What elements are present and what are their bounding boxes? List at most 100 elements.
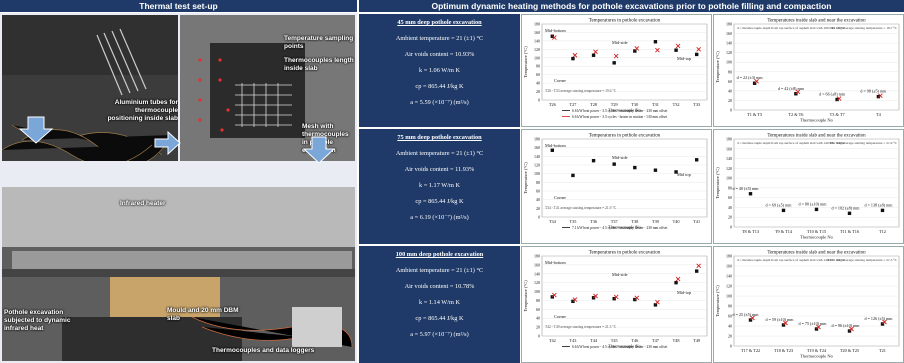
chart-pothole-100: Temperatures in pothole excavation 0 20 40 6…	[521, 246, 712, 363]
x-tick-label: T27	[569, 102, 577, 107]
depth-annotation: d = 75 (±10) mm	[799, 321, 828, 326]
chart-title: Temperatures in pothole excavation	[589, 251, 661, 256]
x-tick-label: T9 & T14	[775, 229, 793, 234]
x-tick-label: T32	[673, 102, 680, 107]
x-axis-label: Thermocouple No	[608, 344, 642, 349]
y-tick-label: 20	[536, 206, 540, 211]
data-point	[675, 43, 681, 49]
data-point	[593, 49, 598, 55]
data-point	[655, 47, 660, 53]
depth-annotation: d = 40 (±5) mm	[733, 186, 760, 191]
data-point	[633, 49, 637, 53]
annotation-label: Mid-bottom	[545, 28, 566, 33]
annotation-label: Mid top	[677, 172, 691, 177]
y-tick-label: 40	[536, 316, 540, 321]
left-header: Thermal test set-up	[0, 0, 357, 12]
y-tick-label: 140	[726, 274, 732, 279]
x-tick-label: T17 & T22	[741, 348, 760, 353]
x-tick-label: T11 & T16	[840, 229, 860, 234]
y-tick-label: 180	[726, 254, 732, 259]
depth-annotation: d = 96 (±10) mm	[832, 323, 861, 328]
y-tick-label: 60	[728, 195, 732, 200]
air-voids: Air voids content = 10.93%	[404, 51, 475, 58]
chart-slab-75: Temperatures inside slab and near the ex…	[713, 129, 904, 244]
x-tick-label: T47	[652, 338, 660, 343]
y-tick-label: 180	[726, 137, 732, 142]
y-tick-label: 40	[728, 88, 732, 93]
label-ir-heater: Infrared heater	[120, 200, 166, 207]
starting-temp-note: T34 - T41 average starting temperature =…	[545, 206, 617, 210]
y-tick-label: 20	[536, 325, 540, 330]
y-tick-label: 100	[534, 55, 540, 60]
row-45mm: 45 mm deep pothole excavation Ambient te…	[359, 14, 904, 127]
data-point	[748, 192, 753, 196]
data-point	[634, 46, 640, 51]
data-point	[653, 303, 658, 307]
y-axis-label: Temperature (°C)	[715, 51, 720, 83]
x-axis-label: Thermocouple No	[608, 225, 642, 230]
legend-entry: 6.6 kW heat power - 4.5 cycles - station…	[572, 345, 667, 349]
data-point	[882, 319, 887, 325]
y-tick-label: 60	[728, 79, 732, 84]
data-point	[591, 158, 596, 163]
x-tick-label: T8 & T13	[742, 229, 759, 234]
y-tick-label: 20	[536, 89, 540, 94]
y-tick-label: 160	[534, 30, 540, 35]
depth-annotation: d = 102 (±8) mm	[832, 205, 861, 210]
annotation-label: Mid-bottom	[545, 143, 566, 148]
plot-area	[733, 255, 900, 347]
x-tick-label: T20 & T25	[840, 348, 859, 353]
legend-entry: 6.6 kW heat power - 3.5 cycles - heater …	[572, 115, 667, 119]
data-point	[696, 263, 702, 269]
x-tick-label: T35	[569, 219, 576, 224]
row-heading: 75 mm deep pothole excavation	[397, 134, 482, 141]
thermal-setup-panel: Aluminium tubes for thermocouple positio…	[0, 13, 357, 363]
depth-annotation: d = 138 (±8) mm	[865, 202, 894, 207]
y-axis-label: Temperature (°C)	[715, 285, 720, 317]
depth-annotation: d = 66 (±8) mm	[819, 91, 846, 96]
x-tick-label: T18 & T23	[774, 348, 793, 353]
x-axis-label: Thermocouple No	[608, 108, 642, 113]
data-point	[572, 52, 578, 58]
depth-annotation: d = 126 (±5) mm	[865, 316, 894, 321]
x-tick-label: T29	[611, 102, 618, 107]
starting-temp-note: T17 - T21 average starting temperature =…	[828, 258, 898, 262]
x-tick-label: T40	[673, 219, 680, 224]
down-arrow-icon	[302, 136, 336, 164]
depth-note: d = thermocouple depth from top surface …	[737, 26, 845, 30]
label-loggers: Thermocouples and data loggers	[212, 347, 315, 354]
y-tick-label: 40	[536, 81, 540, 86]
arrow-overlays	[18, 116, 336, 164]
label-temp-sampling: Temperature sampling points	[284, 35, 354, 50]
data-point	[694, 158, 699, 162]
data-point	[655, 299, 660, 305]
y-tick-label: 160	[726, 31, 732, 36]
data-point	[612, 162, 616, 166]
starting-temp-note: T26 - T33 average starting temperature =…	[545, 89, 617, 93]
depth-note: d = thermocouple depth from top surface …	[737, 141, 845, 145]
data-point	[571, 56, 575, 61]
data-point	[675, 276, 681, 282]
y-tick-label: 80	[728, 69, 732, 74]
y-tick-label: 180	[534, 254, 540, 259]
y-tick-label: 60	[536, 189, 540, 194]
y-tick-label: 120	[534, 280, 540, 285]
x-tick-label: T46	[631, 338, 639, 343]
chart-title: Temperatures inside slab and near the ex…	[767, 251, 866, 256]
y-tick-label: 40	[536, 197, 540, 202]
y-tick-label: 40	[728, 205, 732, 210]
y-tick-label: 60	[728, 314, 732, 319]
y-tick-label: 80	[536, 298, 540, 303]
data-point	[750, 315, 755, 321]
y-tick-label: 160	[726, 264, 732, 269]
depth-annotation: d = 42 (±8) mm	[778, 86, 805, 91]
right-arrow-icon	[154, 130, 181, 156]
right-header: Optimum dynamic heating methods for poth…	[359, 0, 904, 12]
down-arrow-icon	[18, 116, 54, 144]
data-point	[674, 170, 678, 174]
annotation-label: Mid-top	[677, 56, 691, 61]
x-axis-label: Thermocouple No	[800, 118, 834, 123]
data-point	[551, 35, 557, 40]
y-tick-label: 0	[538, 98, 540, 103]
data-point	[849, 326, 854, 332]
